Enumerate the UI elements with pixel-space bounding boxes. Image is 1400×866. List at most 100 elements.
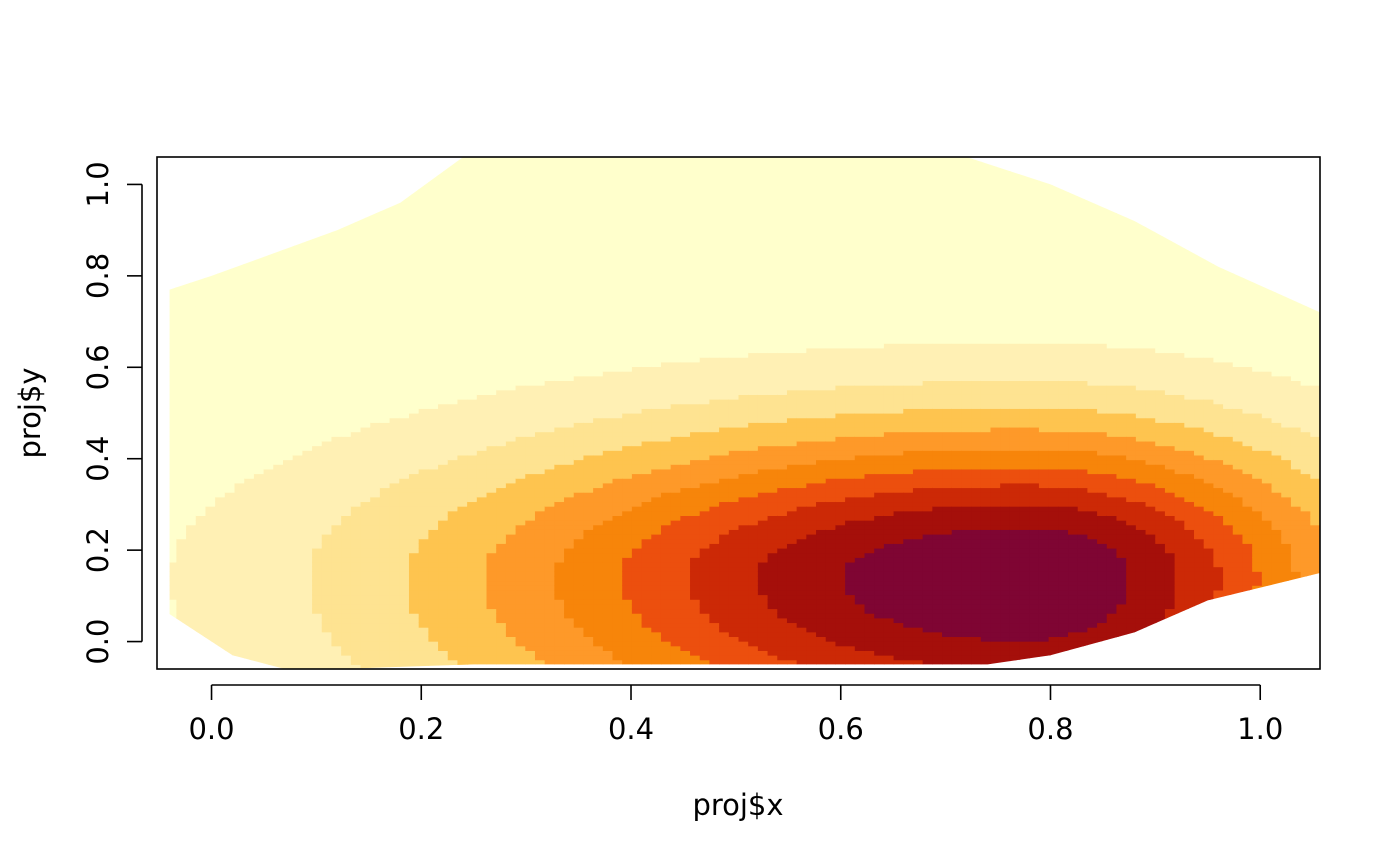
heatmap-cell — [351, 376, 361, 381]
heatmap-cell — [390, 636, 400, 641]
heatmap-cell — [428, 213, 438, 218]
heatmap-cell — [273, 469, 283, 474]
heatmap-cell — [235, 543, 245, 548]
heatmap-cell — [196, 487, 206, 492]
heatmap-cell — [428, 376, 438, 381]
heatmap-cell — [225, 525, 235, 530]
heatmap-cell — [380, 464, 390, 469]
heatmap-cell — [351, 283, 361, 288]
heatmap-cell — [370, 287, 380, 292]
heatmap-cell — [302, 632, 312, 637]
heatmap-cell — [331, 380, 341, 385]
heatmap-cell — [176, 478, 186, 483]
heatmap-cell — [341, 585, 351, 590]
heatmap-cell — [215, 371, 225, 376]
heatmap-cell — [409, 622, 419, 627]
heatmap-cell — [380, 632, 390, 637]
heatmap-cell — [322, 208, 332, 213]
heatmap-cell — [157, 315, 167, 320]
heatmap-cell — [361, 478, 371, 483]
heatmap-cell — [331, 641, 341, 646]
heatmap-cell — [205, 371, 215, 376]
heatmap-cell — [331, 259, 341, 264]
heatmap-cell — [205, 427, 215, 432]
heatmap-cell — [341, 534, 351, 539]
heatmap-cell — [390, 478, 400, 483]
heatmap-cell — [390, 660, 400, 665]
heatmap-cell — [380, 390, 390, 395]
heatmap-cell — [419, 418, 429, 423]
heatmap-cell — [302, 539, 312, 544]
heatmap-cell — [312, 366, 322, 371]
heatmap-cell — [341, 250, 351, 255]
heatmap-cell — [157, 427, 167, 432]
heatmap-cell — [167, 487, 177, 492]
heatmap-cell — [273, 576, 283, 581]
heatmap-cell — [293, 399, 303, 404]
heatmap-cell — [273, 622, 283, 627]
heatmap-cell — [225, 371, 235, 376]
heatmap-cell — [176, 567, 186, 572]
heatmap-cell — [244, 567, 254, 572]
heatmap-cell — [157, 529, 167, 534]
heatmap-cell — [302, 590, 312, 595]
heatmap-cell — [196, 366, 206, 371]
heatmap-cell — [186, 394, 196, 399]
heatmap-cell — [419, 227, 429, 232]
heatmap-cell — [341, 506, 351, 511]
heatmap-cell — [264, 204, 274, 209]
heatmap-cell — [186, 469, 196, 474]
heatmap-cell — [331, 418, 341, 423]
heatmap-cell — [157, 208, 167, 213]
heatmap-cell — [167, 595, 177, 600]
heatmap-cell — [254, 306, 264, 311]
heatmap-cell — [293, 557, 303, 562]
heatmap-cell — [283, 311, 293, 316]
heatmap-cell — [409, 604, 419, 609]
heatmap-cell — [302, 166, 312, 171]
heatmap-cell — [351, 562, 361, 567]
heatmap-cell — [254, 278, 264, 283]
heatmap-cell — [186, 250, 196, 255]
heatmap-cell — [419, 236, 429, 241]
heatmap-cell — [254, 325, 264, 330]
heatmap-cell — [157, 162, 167, 167]
heatmap-cell — [399, 306, 409, 311]
heatmap-cell — [186, 287, 196, 292]
heatmap-cell — [273, 404, 283, 409]
heatmap-cell — [273, 492, 283, 497]
heatmap-cell — [380, 539, 390, 544]
heatmap-cell — [264, 306, 274, 311]
heatmap-cell — [244, 306, 254, 311]
heatmap-cell — [244, 278, 254, 283]
heatmap-cell — [293, 627, 303, 632]
heatmap-cell — [157, 259, 167, 264]
heatmap-cell — [186, 176, 196, 181]
heatmap-cell — [419, 618, 429, 623]
heatmap-cell — [215, 329, 225, 334]
heatmap-cell — [322, 311, 332, 316]
heatmap-cell — [302, 571, 312, 576]
heatmap-cell — [235, 622, 245, 627]
heatmap-cell — [428, 557, 438, 562]
heatmap-cell — [370, 278, 380, 283]
heatmap-cell — [331, 501, 341, 506]
heatmap-cell — [167, 227, 177, 232]
heatmap-cell — [273, 366, 283, 371]
heatmap-cell — [225, 394, 235, 399]
heatmap-cell — [361, 464, 371, 469]
heatmap-cell — [390, 581, 400, 586]
heatmap-cell — [390, 585, 400, 590]
heatmap-cell — [167, 194, 177, 199]
heatmap-cell — [186, 441, 196, 446]
heatmap-cell — [235, 557, 245, 562]
heatmap-cell — [399, 627, 409, 632]
heatmap-cell — [205, 264, 215, 269]
heatmap-cell — [254, 404, 264, 409]
heatmap-cell — [167, 441, 177, 446]
heatmap-cell — [215, 632, 225, 637]
heatmap-cell — [370, 413, 380, 418]
heatmap-cell — [186, 166, 196, 171]
heatmap-cell — [225, 180, 235, 185]
heatmap-cell — [186, 269, 196, 274]
